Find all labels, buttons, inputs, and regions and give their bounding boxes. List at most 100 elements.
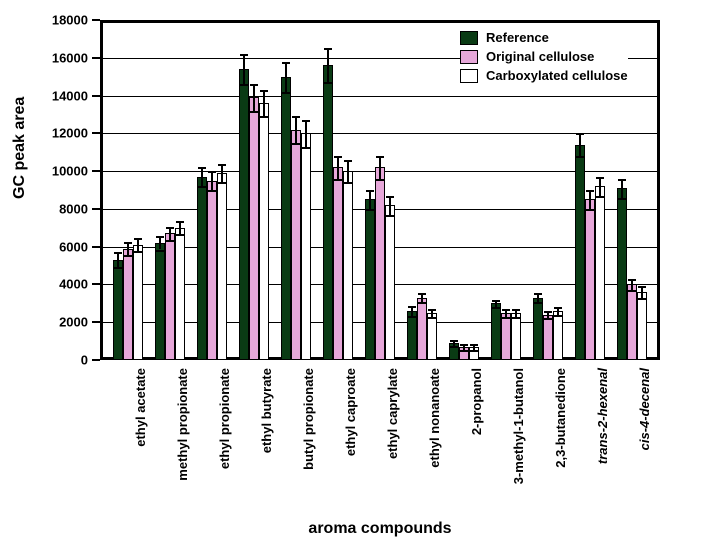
error-cap — [576, 133, 584, 135]
bar — [207, 181, 217, 360]
y-tick — [92, 132, 100, 134]
x-tick-label: ethyl acetate — [133, 368, 148, 447]
bar — [343, 171, 353, 360]
error-cap — [334, 179, 342, 181]
error-cap — [124, 242, 132, 244]
error-cap — [240, 84, 248, 86]
bar — [511, 313, 521, 360]
error-cap — [302, 120, 310, 122]
error-cap — [618, 179, 626, 181]
error-cap — [344, 160, 352, 162]
error-cap — [198, 186, 206, 188]
error-cap — [502, 309, 510, 311]
y-tick — [92, 321, 100, 323]
error-cap — [198, 167, 206, 169]
error-bar — [211, 171, 213, 190]
legend-label: Carboxylated cellulose — [486, 68, 628, 83]
error-cap — [428, 309, 436, 311]
y-tick — [92, 57, 100, 59]
error-cap — [470, 350, 478, 352]
error-cap — [428, 317, 436, 319]
error-bar — [201, 167, 203, 186]
error-cap — [260, 90, 268, 92]
error-cap — [376, 179, 384, 181]
y-tick-label: 10000 — [52, 164, 88, 179]
bar — [291, 130, 301, 360]
error-cap — [418, 302, 426, 304]
error-cap — [408, 316, 416, 318]
x-tick-label: ethyl propionate — [217, 368, 232, 469]
x-tick-label: methyl propionate — [175, 368, 190, 481]
error-cap — [240, 54, 248, 56]
error-cap — [418, 293, 426, 295]
error-cap — [502, 317, 510, 319]
bar — [113, 260, 123, 360]
bar — [427, 313, 437, 360]
error-cap — [134, 238, 142, 240]
y-tick-label: 12000 — [52, 126, 88, 141]
bar — [175, 228, 185, 360]
error-bar — [389, 196, 391, 215]
bar — [155, 243, 165, 360]
error-bar — [117, 252, 119, 267]
y-tick — [92, 246, 100, 248]
error-cap — [218, 164, 226, 166]
x-tick-label: trans-2-hexenal — [595, 368, 610, 464]
error-cap — [114, 252, 122, 254]
bar — [595, 186, 605, 360]
bar — [197, 177, 207, 360]
bar — [617, 188, 627, 360]
error-cap — [292, 143, 300, 145]
bar — [637, 292, 647, 360]
y-tick-label: 2000 — [59, 315, 88, 330]
error-bar — [221, 164, 223, 183]
bar — [375, 167, 385, 360]
bar — [553, 311, 563, 360]
y-tick — [92, 170, 100, 172]
error-cap — [628, 279, 636, 281]
error-cap — [166, 240, 174, 242]
error-cap — [344, 182, 352, 184]
bar — [239, 69, 249, 360]
x-tick-label: butyl propionate — [301, 368, 316, 470]
error-cap — [492, 300, 500, 302]
error-bar — [347, 160, 349, 183]
error-cap — [334, 156, 342, 158]
error-cap — [512, 317, 520, 319]
gc-peak-area-chart: 0200040006000800010000120001400016000180… — [0, 0, 706, 556]
error-cap — [366, 190, 374, 192]
error-cap — [156, 250, 164, 252]
bar — [301, 133, 311, 360]
error-cap — [386, 215, 394, 217]
x-tick-label: ethyl caproate — [343, 368, 358, 456]
error-cap — [586, 190, 594, 192]
error-cap — [124, 255, 132, 257]
bar — [585, 199, 595, 360]
error-cap — [324, 82, 332, 84]
error-cap — [366, 209, 374, 211]
error-cap — [554, 307, 562, 309]
error-cap — [250, 111, 258, 113]
error-cap — [282, 92, 290, 94]
y-tick-label: 6000 — [59, 239, 88, 254]
error-bar — [305, 120, 307, 146]
y-tick-label: 18000 — [52, 13, 88, 28]
error-bar — [327, 48, 329, 82]
y-tick-label: 0 — [81, 353, 88, 368]
bar — [123, 249, 133, 360]
error-bar — [285, 62, 287, 92]
y-tick — [92, 19, 100, 21]
x-tick-label: cis-4-decenal — [637, 368, 652, 450]
y-tick-label: 14000 — [52, 88, 88, 103]
error-cap — [292, 116, 300, 118]
error-cap — [638, 286, 646, 288]
error-cap — [470, 344, 478, 346]
bar — [407, 311, 417, 360]
y-tick — [92, 359, 100, 361]
error-cap — [512, 309, 520, 311]
error-cap — [638, 298, 646, 300]
error-bar — [369, 190, 371, 209]
error-cap — [176, 234, 184, 236]
y-tick-label: 8000 — [59, 201, 88, 216]
error-cap — [492, 307, 500, 309]
